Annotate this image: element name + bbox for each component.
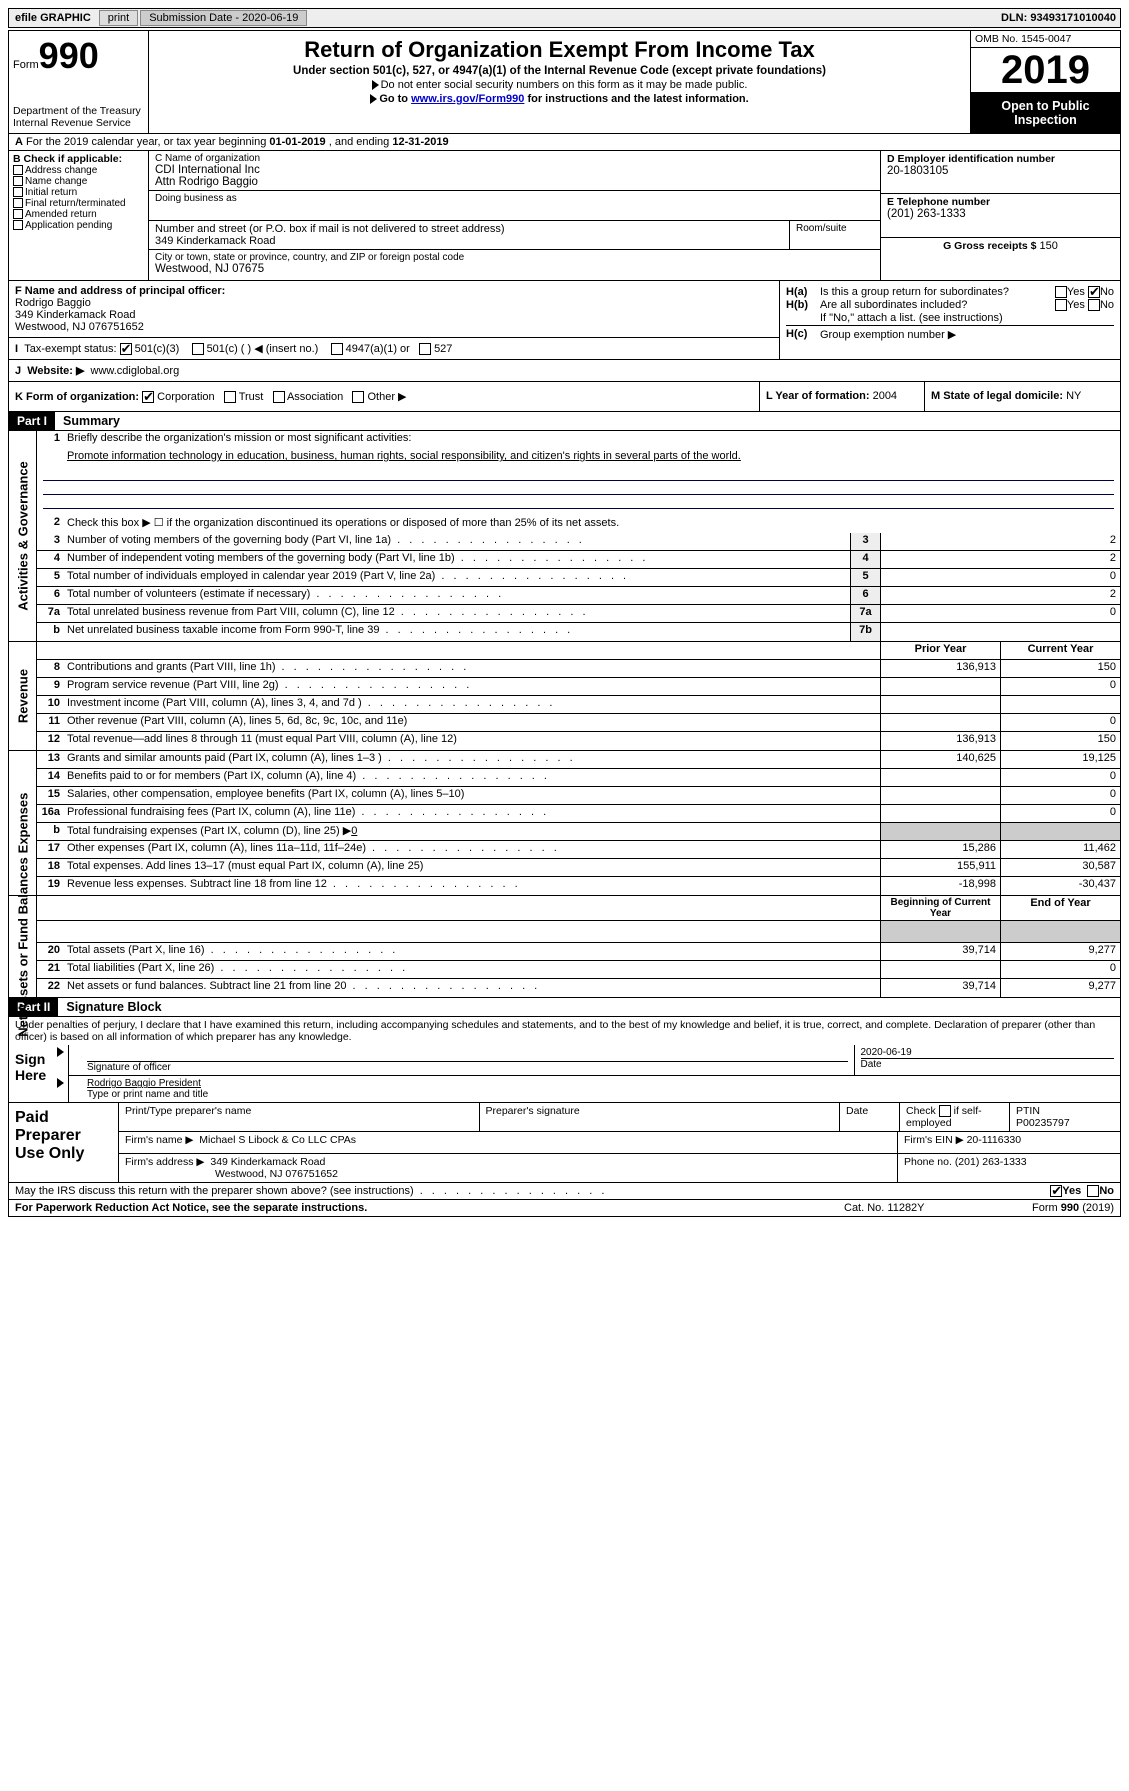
subtitle-2: Do not enter social security numbers on … [155,79,964,91]
k-org: K Form of organization: Corporation Trus… [9,382,760,411]
checkbox-amended[interactable] [13,209,23,219]
dln: DLN: 93493171010040 [1001,12,1120,24]
chk-501c3[interactable] [120,343,132,355]
triangle-icon [372,80,379,90]
expenses-section: Expenses 13Grants and similar amounts pa… [9,751,1120,896]
chk-4947[interactable] [331,343,343,355]
blank-line [43,481,1114,495]
chk-trust[interactable] [224,391,236,403]
paid-preparer: Paid Preparer Use Only Print/Type prepar… [9,1103,1120,1183]
side-netassets: Net Assets or Fund Balances [9,896,37,997]
col-b: B Check if applicable: Address change Na… [9,151,149,280]
signature-block: Under penalties of perjury, I declare th… [9,1017,1120,1103]
col-d: D Employer identification number 20-1803… [880,151,1120,280]
paid-label: Paid Preparer Use Only [9,1103,119,1182]
row-j: J Website: ▶ www.cdiglobal.org [9,360,1120,382]
chk-501c[interactable] [192,343,204,355]
ha-no[interactable] [1088,286,1100,298]
chk-527[interactable] [419,343,431,355]
blank-line [43,495,1114,509]
chk-assoc[interactable] [273,391,285,403]
top-bar: efile GRAPHIC print Submission Date - 20… [8,8,1121,28]
section-bcd: B Check if applicable: Address change Na… [9,151,1120,281]
header-mid: Return of Organization Exempt From Incom… [149,31,970,133]
chk-selfemp[interactable] [939,1105,951,1117]
omb-number: OMB No. 1545-0047 [971,31,1120,48]
c-name: C Name of organization CDI International… [149,151,880,191]
checkbox-address[interactable] [13,165,23,175]
irs-link[interactable]: www.irs.gov/Form990 [411,93,524,105]
hb-yes[interactable] [1055,299,1067,311]
triangle-icon [57,1078,64,1088]
efile-label: efile GRAPHIC [9,11,97,25]
mission-text: Promote information technology in educat… [63,449,1120,467]
header-right: OMB No. 1545-0047 2019 Open to Public In… [970,31,1120,133]
c-dba: Doing business as [149,191,880,221]
tax-year: 2019 [971,48,1120,93]
triangle-icon [370,94,377,104]
side-revenue: Revenue [9,642,37,750]
hb-no[interactable] [1088,299,1100,311]
l-year: L Year of formation: 2004 [760,382,925,411]
checkbox-final[interactable] [13,198,23,208]
part1-header: Part I Summary [9,412,1120,431]
chk-corp[interactable] [142,391,154,403]
website: www.cdiglobal.org [91,365,180,377]
col-c: C Name of organization CDI International… [149,151,880,280]
discuss-yes[interactable] [1050,1185,1062,1197]
chk-other[interactable] [352,391,364,403]
row-fh: F Name and address of principal officer:… [9,281,1120,360]
col-f: F Name and address of principal officer:… [9,281,780,359]
g-gross: G Gross receipts $ 150 [881,238,1120,280]
revenue-section: Revenue Prior YearCurrent Year 8Contribu… [9,642,1120,751]
form-prefix: Form [13,59,39,71]
discuss-no[interactable] [1087,1185,1099,1197]
activities-governance: Activities & Governance 1Briefly describ… [9,431,1120,642]
discuss-row: May the IRS discuss this return with the… [9,1183,1120,1200]
col-h: H(a)Is this a group return for subordina… [780,281,1120,359]
department: Department of the TreasuryInternal Reven… [13,105,144,129]
row-a: A For the 2019 calendar year, or tax yea… [9,134,1120,151]
form-title: Return of Organization Exempt From Incom… [155,37,964,63]
page-footer: For Paperwork Reduction Act Notice, see … [9,1200,1120,1216]
m-state: M State of legal domicile: NY [925,382,1120,411]
e-phone: E Telephone number (201) 263-1333 [881,194,1120,237]
subtitle-1: Under section 501(c), 527, or 4947(a)(1)… [155,65,964,77]
row-i-inner: I Tax-exempt status: 501(c)(3) 501(c) ( … [9,337,779,355]
ha-yes[interactable] [1055,286,1067,298]
form-header: Form990 Department of the TreasuryIntern… [9,31,1120,134]
form-number: 990 [39,35,99,76]
part2-header: Part II Signature Block [9,998,1120,1017]
c-city: City or town, state or province, country… [149,250,880,280]
side-governance: Activities & Governance [9,431,37,641]
c-street: Number and street (or P.O. box if mail i… [149,221,880,250]
row-klm: K Form of organization: Corporation Trus… [9,382,1120,412]
d-ein: D Employer identification number 20-1803… [881,151,1120,194]
header-left: Form990 Department of the TreasuryIntern… [9,31,149,133]
checkbox-name[interactable] [13,176,23,186]
netassets-section: Net Assets or Fund Balances Beginning of… [9,896,1120,998]
submission-date: Submission Date - 2020-06-19 [140,10,307,26]
checkbox-initial[interactable] [13,187,23,197]
form-990: Form990 Department of the TreasuryIntern… [8,30,1121,1217]
subtitle-3: Go to www.irs.gov/Form990 for instructio… [155,93,964,105]
checkbox-pending[interactable] [13,220,23,230]
blank-line [43,467,1114,481]
triangle-icon [57,1047,64,1057]
print-button[interactable]: print [99,10,138,26]
sig-declaration: Under penalties of perjury, I declare th… [9,1017,1120,1045]
open-public: Open to Public Inspection [971,93,1120,133]
